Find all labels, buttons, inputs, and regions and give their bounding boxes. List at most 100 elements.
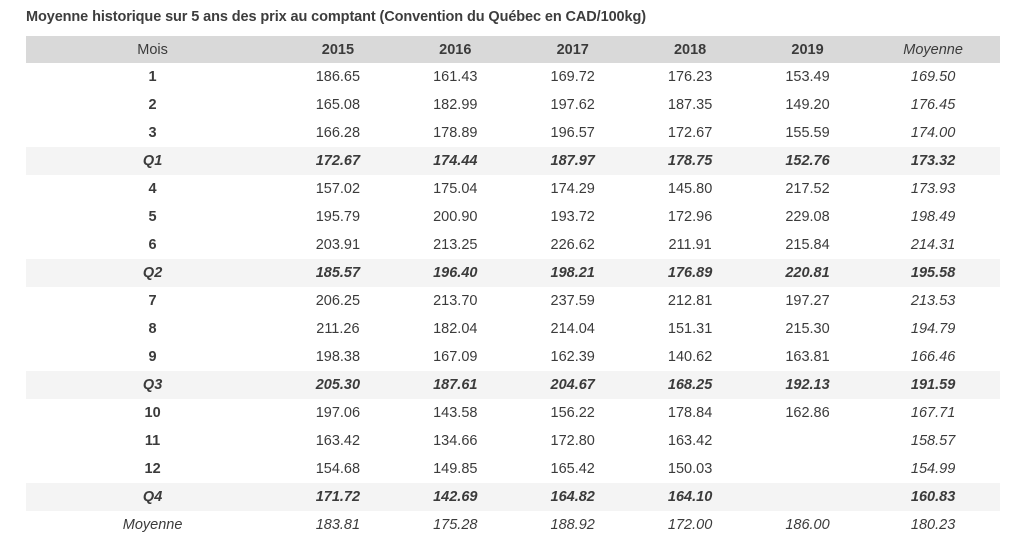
row-average-cell: 167.71 bbox=[910, 405, 956, 421]
data-cell: 142.69 bbox=[433, 489, 478, 505]
row-label-cell: 11 bbox=[144, 433, 161, 449]
data-cell: 167.09 bbox=[433, 349, 478, 365]
data-cell: 169.72 bbox=[550, 69, 595, 85]
data-cell: 171.72 bbox=[315, 489, 361, 505]
table-row: Q1 172.67 174.44 187.97 178.75 152.76 173.32 bbox=[26, 147, 1000, 175]
table-row: 1 186.65 161.43 169.72 176.23 153.49 169.50 bbox=[26, 63, 1000, 91]
data-cell: 178.89 bbox=[433, 125, 478, 141]
table-body: 1 186.65 161.43 169.72 176.23 153.49 169.50 2 16… bbox=[26, 63, 1000, 539]
column-header-moyenne[interactable]: Moyenne bbox=[866, 36, 1000, 63]
data-cell: 188.92 bbox=[550, 517, 595, 533]
row-average-cell: 174.00 bbox=[910, 125, 956, 141]
data-cell: 187.97 bbox=[550, 153, 595, 169]
data-cell: 182.99 bbox=[433, 97, 478, 113]
row-average-cell: 180.23 bbox=[910, 517, 956, 533]
data-cell: 145.80 bbox=[667, 181, 713, 197]
data-cell: 164.82 bbox=[550, 489, 595, 505]
data-cell: 185.57 bbox=[315, 265, 361, 281]
row-label-cell: Q1 bbox=[142, 153, 163, 169]
data-cell: 174.29 bbox=[550, 181, 595, 197]
table-row: 11 163.42 134.66 172.80 163.42 158.57 bbox=[26, 427, 1000, 455]
column-header-2016[interactable]: 2016 bbox=[396, 36, 514, 63]
data-cell: 195.79 bbox=[315, 209, 361, 225]
row-label-cell: 4 bbox=[148, 181, 157, 197]
data-cell: 213.70 bbox=[433, 293, 478, 309]
data-cell: 163.42 bbox=[315, 433, 361, 449]
data-cell: 196.57 bbox=[550, 125, 595, 141]
column-header-2019[interactable]: 2019 bbox=[748, 36, 867, 63]
data-cell: 229.08 bbox=[785, 209, 830, 225]
table-row: 3 166.28 178.89 196.57 172.67 155.59 174.00 bbox=[26, 119, 1000, 147]
data-cell: 213.25 bbox=[433, 237, 478, 253]
row-average-cell: 198.49 bbox=[910, 209, 956, 225]
data-cell: 155.59 bbox=[785, 125, 830, 141]
data-cell bbox=[749, 455, 866, 483]
table-row: Moyenne 183.81 175.28 188.92 172.00 186.00 180… bbox=[26, 511, 1000, 539]
data-cell: 198.21 bbox=[550, 265, 595, 281]
row-average-cell: 176.45 bbox=[910, 97, 956, 113]
row-label-cell: 12 bbox=[144, 461, 161, 477]
data-cell: 157.02 bbox=[315, 181, 361, 197]
data-cell: 193.72 bbox=[550, 209, 595, 225]
data-cell: 204.67 bbox=[550, 377, 595, 393]
data-cell: 172.80 bbox=[550, 433, 595, 449]
data-cell: 198.38 bbox=[315, 349, 361, 365]
row-label-cell: Q4 bbox=[142, 489, 163, 505]
data-cell bbox=[749, 483, 866, 511]
data-cell: 161.43 bbox=[433, 69, 478, 85]
data-cell: 165.08 bbox=[315, 97, 361, 113]
data-cell: 175.28 bbox=[433, 517, 478, 533]
table-row: 5 195.79 200.90 193.72 172.96 229.08 198.49 bbox=[26, 203, 1000, 231]
data-cell: 212.81 bbox=[667, 293, 713, 309]
row-label-cell: 2 bbox=[148, 97, 157, 113]
data-cell: 214.04 bbox=[550, 321, 595, 337]
data-cell: 200.90 bbox=[433, 209, 478, 225]
row-average-cell: 154.99 bbox=[910, 461, 956, 477]
column-header-2018[interactable]: 2018 bbox=[631, 36, 749, 63]
data-cell: 178.84 bbox=[667, 405, 713, 421]
data-cell: 197.06 bbox=[315, 405, 361, 421]
data-cell: 164.10 bbox=[667, 489, 713, 505]
data-cell: 178.75 bbox=[667, 153, 713, 169]
data-cell: 163.81 bbox=[785, 349, 830, 365]
data-cell: 197.27 bbox=[785, 293, 830, 309]
page-title: Moyenne historique sur 5 ans des prix au… bbox=[26, 9, 646, 25]
row-average-cell: 166.46 bbox=[910, 349, 956, 365]
row-label-cell: 1 bbox=[148, 69, 157, 85]
data-cell: 143.58 bbox=[433, 405, 478, 421]
row-label-cell: Q2 bbox=[142, 265, 163, 281]
row-average-cell: 160.83 bbox=[910, 489, 956, 505]
table-row: 6 203.91 213.25 226.62 211.91 215.84 214.31 bbox=[26, 231, 1000, 259]
row-average-cell: 194.79 bbox=[910, 321, 956, 337]
column-header-2015[interactable]: 2015 bbox=[279, 36, 397, 63]
table-header: Mois 2015 2016 2017 2018 2019 Moyenne bbox=[26, 36, 1000, 63]
row-label-cell: Moyenne bbox=[122, 517, 183, 533]
table-row: 4 157.02 175.04 174.29 145.80 217.52 173.93 bbox=[26, 175, 1000, 203]
data-cell: 215.84 bbox=[785, 237, 830, 253]
data-cell: 149.20 bbox=[785, 97, 830, 113]
data-cell: 163.42 bbox=[667, 433, 713, 449]
row-average-cell: 213.53 bbox=[910, 293, 956, 309]
column-header-mois[interactable]: Mois bbox=[26, 36, 280, 63]
data-cell: 186.00 bbox=[785, 517, 830, 533]
table-row: 10 197.06 143.58 156.22 178.84 162.86 167.71 bbox=[26, 399, 1000, 427]
data-cell: 176.89 bbox=[667, 265, 713, 281]
column-header-2017[interactable]: 2017 bbox=[514, 36, 632, 63]
row-label-cell: 7 bbox=[148, 293, 157, 309]
data-cell: 152.76 bbox=[785, 153, 830, 169]
data-cell: 174.44 bbox=[433, 153, 478, 169]
table-row: 9 198.38 167.09 162.39 140.62 163.81 166.46 bbox=[26, 343, 1000, 371]
row-label-cell: Q3 bbox=[142, 377, 163, 393]
row-average-cell: 191.59 bbox=[910, 377, 956, 393]
row-average-cell: 173.32 bbox=[910, 153, 956, 169]
data-cell: 165.42 bbox=[550, 461, 595, 477]
table-row: 7 206.25 213.70 237.59 212.81 197.27 213.53 bbox=[26, 287, 1000, 315]
data-cell: 156.22 bbox=[550, 405, 595, 421]
data-cell: 172.00 bbox=[667, 517, 713, 533]
data-cell: 168.25 bbox=[667, 377, 713, 393]
row-label-cell: 3 bbox=[148, 125, 157, 141]
row-average-cell: 195.58 bbox=[910, 265, 956, 281]
